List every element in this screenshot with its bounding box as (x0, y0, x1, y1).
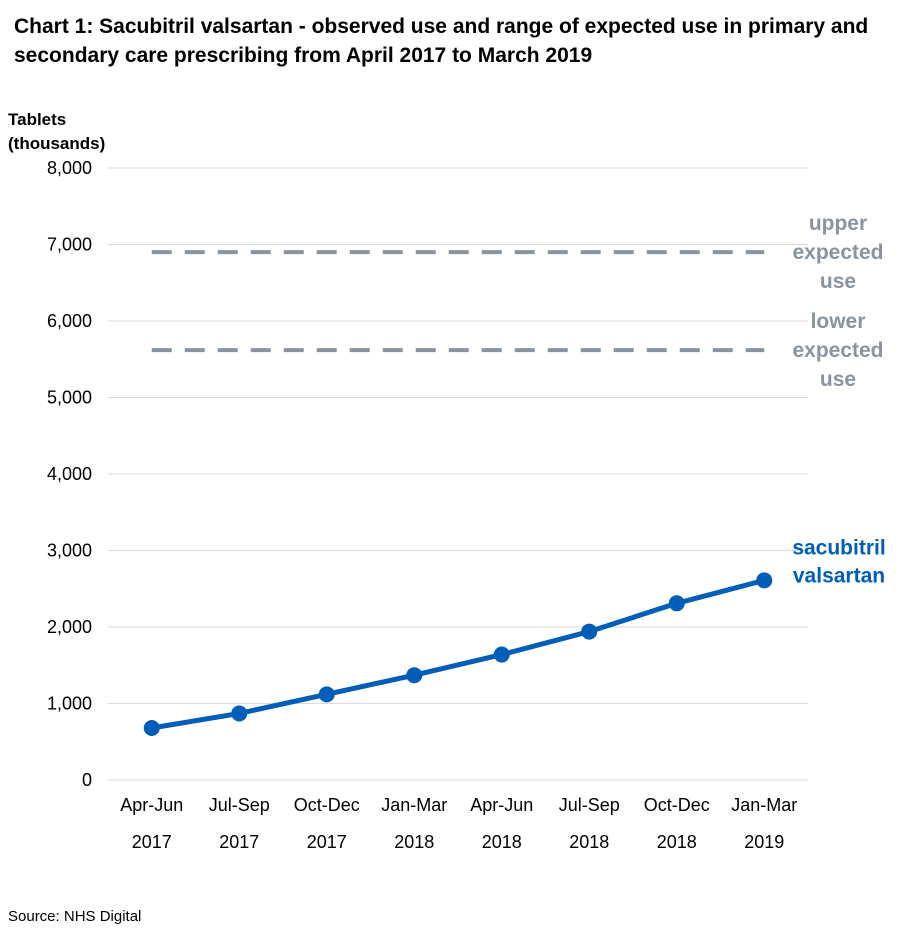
x-tick-year-label: 2018 (569, 832, 609, 852)
expected-use-label: expected (792, 241, 883, 264)
y-tick-label: 6,000 (47, 311, 92, 331)
source-note: Source: NHS Digital (8, 908, 142, 925)
x-tick-label: Oct-Dec (294, 795, 360, 815)
line-chart: 0 1,000 2,000 3,000 4,000 5,000 6,000 7,000 8,00… (47, 158, 886, 852)
x-tick-label: Jan-Mar (731, 795, 797, 815)
data-point (756, 572, 773, 589)
y-axis-label-line: (thousands) (8, 134, 106, 153)
y-tick-label: 2,000 (47, 617, 92, 637)
x-tick-label: Apr-Jun (120, 795, 183, 815)
y-axis-label: Tablets (thousands) (8, 108, 105, 156)
y-tick-label: 5,000 (47, 388, 92, 408)
expected-use-label: upper (809, 212, 867, 235)
x-tick-label: Jul-Sep (559, 795, 620, 815)
y-tick-label: 0 (82, 770, 92, 790)
y-axis-ticks: 0 1,000 2,000 3,000 4,000 5,000 6,000 7,000 8,00… (47, 158, 92, 790)
series-label: valsartan (793, 564, 885, 587)
x-axis-ticks: Apr-Jun 2017 Jul-Sep 2017 Oct-Dec 2017 Jan-Mar… (120, 795, 797, 852)
data-point (581, 623, 598, 640)
data-point (493, 646, 510, 663)
y-tick-label: 1,000 (47, 694, 92, 714)
gridlines (108, 167, 808, 781)
series-label: sacubitril (792, 536, 885, 559)
data-point (143, 719, 160, 736)
data-point (318, 686, 335, 703)
x-tick-year-label: 2019 (744, 832, 784, 852)
x-tick-year-label: 2017 (219, 832, 259, 852)
x-tick-year-label: 2018 (394, 832, 434, 852)
y-tick-label: 4,000 (47, 464, 92, 484)
expected-use-label: use (820, 368, 856, 391)
y-axis-label-line: Tablets (8, 110, 67, 129)
x-tick-year-label: 2017 (132, 832, 172, 852)
x-tick-label: Jan-Mar (381, 795, 447, 815)
data-point (406, 667, 423, 684)
chart-title: Chart 1: Sacubitril valsartan - observed… (14, 15, 869, 67)
data-point (668, 595, 685, 612)
x-tick-year-label: 2018 (482, 832, 522, 852)
expected-use-label: expected (792, 339, 883, 362)
x-tick-year-label: 2018 (657, 832, 697, 852)
y-tick-label: 8,000 (47, 158, 92, 178)
x-tick-label: Jul-Sep (209, 795, 270, 815)
data-point (231, 705, 248, 722)
x-tick-label: Oct-Dec (644, 795, 710, 815)
reference-lines: upper expected use lower expected use (151, 212, 884, 391)
x-tick-year-label: 2017 (307, 832, 347, 852)
x-tick-label: Apr-Jun (470, 795, 533, 815)
expected-use-label: lower (811, 310, 866, 333)
series-line (151, 577, 765, 731)
expected-use-label: use (820, 270, 856, 293)
series: sacubitril valsartan (143, 536, 886, 736)
y-tick-label: 3,000 (47, 541, 92, 561)
y-tick-label: 7,000 (47, 235, 92, 255)
